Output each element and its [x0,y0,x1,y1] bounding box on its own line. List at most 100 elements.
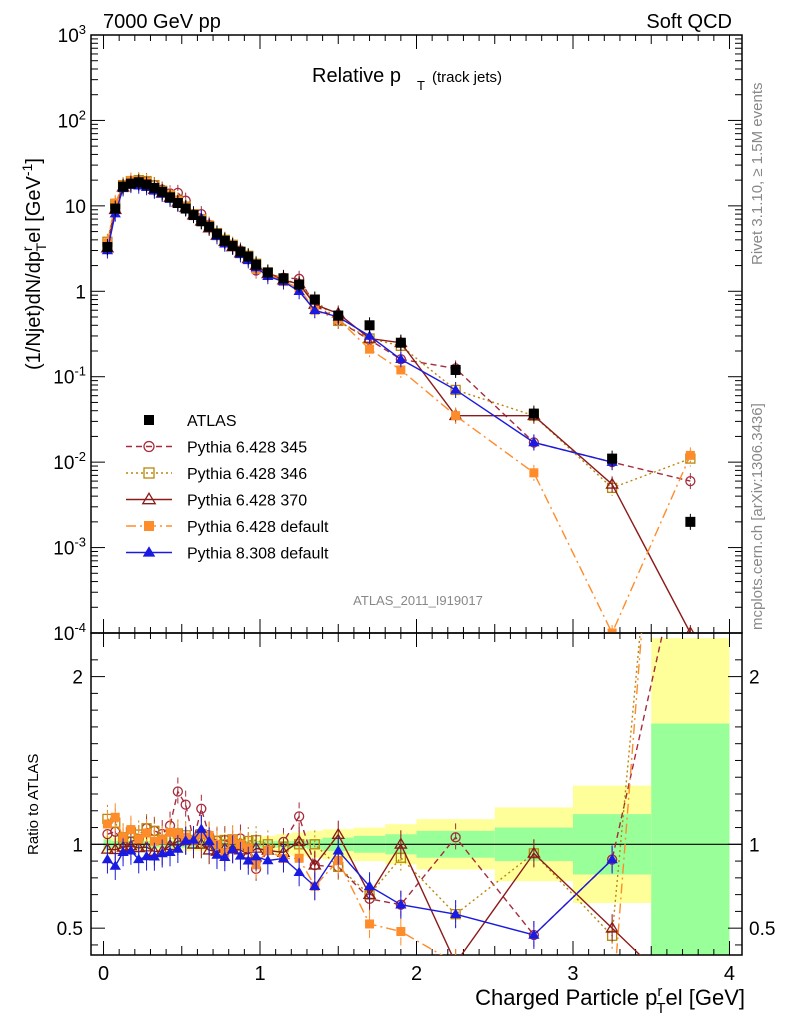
y-tick-label: 1 [75,282,86,303]
data-point [294,279,305,290]
data-point [196,216,207,227]
ratio-series-layer [100,1,695,968]
y-tick-label: 10 [65,197,86,218]
data-point [365,344,375,354]
data-point [143,440,155,453]
data-point [126,825,136,835]
data-point [102,819,112,829]
data-point [527,846,541,858]
data-point [142,828,152,838]
y-tick-label: 103 [58,22,86,47]
data-point [308,858,322,870]
main-plot-area: 10-4 10-3 10-2 10-1 1 10 102 103 ATLAS Pythia 6.4… [53,22,743,645]
data-point [157,186,168,197]
data-point [195,823,207,833]
data-point [172,843,184,853]
data-point [211,228,222,239]
y-tick-label: 102 [58,107,86,132]
data-point [204,221,215,232]
data-point [293,866,305,877]
series-line [106,182,691,633]
main-y-axis-label: (1/Njet)dN/dprTel [GeV-1] [19,158,49,370]
data-point [686,1,695,10]
data-point [394,837,408,849]
data-point [449,384,462,394]
y-tick-label: 10-2 [53,449,86,474]
title-sub: T [417,78,425,93]
legend: ATLAS Pythia 6.428 345 Pythia 6.428 346 Pyt… [126,413,329,563]
legend-label: ATLAS [187,413,237,430]
data-point [102,241,113,252]
plot-title: Relative p T (track jets) [312,65,502,93]
data-point [606,853,618,864]
data-point [219,851,231,861]
data-point [226,843,239,853]
data-point [449,908,462,918]
data-point [180,835,192,845]
data-point [144,521,154,531]
data-point [528,408,539,419]
data-point [110,812,120,822]
data-point [396,365,406,375]
mcplots-label: mcplots.cern.ch [arXiv:1306.3436] [749,403,766,630]
data-point [250,850,262,861]
data-point [395,337,406,348]
data-point [164,846,176,857]
data-point [234,850,247,860]
data-point [277,852,290,863]
legend-label: Pythia 6.428 default [187,519,329,536]
data-point [332,845,344,855]
data-point [686,626,695,633]
y-tick-label: 10-1 [53,364,86,389]
data-point [118,832,128,842]
data-point [450,364,461,375]
data-point [203,835,215,846]
data-point [141,179,152,190]
legend-entry: ATLAS [144,413,237,430]
x-tick-label: 4 [724,963,735,985]
data-point [165,827,175,837]
main-frame [90,34,743,634]
data-point [262,854,274,865]
legend-entry: Pythia 6.428 346 [126,466,307,483]
data-point [142,546,156,557]
ratio-y-tick-label-right: 2 [749,668,760,689]
data-point [109,860,121,870]
data-point [125,178,136,189]
ratio-y-tick-label-right: 0.5 [749,919,775,940]
data-point [396,927,406,937]
title-main: Relative p [312,65,401,87]
data-point [365,919,375,929]
data-point [173,828,183,838]
data-point [605,477,619,489]
data-point [219,235,230,246]
main-series-layer [100,172,696,633]
data-point [451,959,460,968]
data-point [450,957,461,966]
legend-label: Pythia 6.428 370 [187,493,307,510]
data-point [110,203,121,214]
data-point [149,836,159,846]
legend-label: Pythia 8.308 default [187,546,329,563]
data-point [685,450,695,460]
data-point [333,310,344,321]
data-point [607,453,618,464]
data-point [144,415,154,425]
data-point [528,436,540,447]
data-point [134,834,144,844]
data-point [278,273,289,284]
analysis-watermark: ATLAS_2011_I919017 [353,593,483,608]
data-point [364,320,375,331]
data-point [686,504,695,513]
data-point [607,628,617,633]
data-point [187,834,200,844]
data-point [251,259,262,270]
x-tick-label: 3 [567,963,578,985]
data-point [143,467,155,479]
ratio-y-tick-label-right: 1 [749,835,760,856]
data-point [293,811,305,822]
data-point [309,880,321,890]
y-tick-label: 10-4 [53,620,86,645]
data-point [309,294,320,305]
data-point [148,851,161,861]
